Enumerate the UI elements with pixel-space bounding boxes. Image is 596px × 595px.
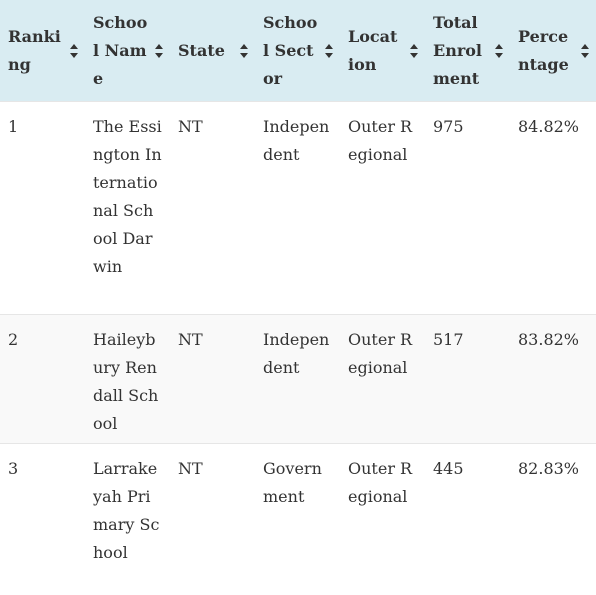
sort-icon[interactable]	[324, 43, 334, 59]
column-header-label: Total Enrolment	[433, 13, 482, 88]
table-header: Ranking School Name State School Sector …	[0, 0, 596, 102]
table-row: 3 Larrakeyah Primary School NT Governmen…	[0, 444, 596, 595]
cell-location: Outer Regional	[340, 315, 425, 444]
column-header-percentage[interactable]: Percentage	[510, 0, 596, 102]
cell-school-sector: Government	[255, 444, 340, 595]
column-header-label: Percentage	[518, 27, 569, 74]
table-row: 2 Haileybury Rendall School NT Independe…	[0, 315, 596, 444]
cell-school-name: The Essington International School Darwi…	[85, 102, 170, 315]
column-header-label: School Name	[93, 13, 147, 88]
column-header-total-enrolment[interactable]: Total Enrolment	[425, 0, 510, 102]
column-header-label: Location	[348, 27, 397, 74]
column-header-ranking[interactable]: Ranking	[0, 0, 85, 102]
cell-location: Outer Regional	[340, 444, 425, 595]
table-body: 1 The Essington International School Dar…	[0, 102, 596, 595]
cell-school-sector: Independent	[255, 102, 340, 315]
cell-percentage: 82.83%	[510, 444, 596, 595]
cell-total-enrolment: 975	[425, 102, 510, 315]
cell-total-enrolment: 445	[425, 444, 510, 595]
cell-percentage: 84.82%	[510, 102, 596, 315]
cell-state: NT	[170, 102, 255, 315]
cell-ranking: 2	[0, 315, 85, 444]
column-header-label: Ranking	[8, 27, 61, 74]
cell-ranking: 1	[0, 102, 85, 315]
cell-state: NT	[170, 444, 255, 595]
column-header-label: State	[178, 41, 225, 60]
column-header-location[interactable]: Location	[340, 0, 425, 102]
sort-icon[interactable]	[580, 43, 590, 59]
sort-icon[interactable]	[409, 43, 419, 59]
cell-location: Outer Regional	[340, 102, 425, 315]
column-header-state[interactable]: State	[170, 0, 255, 102]
cell-ranking: 3	[0, 444, 85, 595]
column-header-label: School Sector	[263, 13, 317, 88]
table-row: 1 The Essington International School Dar…	[0, 102, 596, 315]
sort-icon[interactable]	[69, 43, 79, 59]
sort-icon[interactable]	[154, 43, 164, 59]
sort-icon[interactable]	[239, 43, 249, 59]
sort-icon[interactable]	[494, 43, 504, 59]
column-header-school-name[interactable]: School Name	[85, 0, 170, 102]
cell-state: NT	[170, 315, 255, 444]
cell-percentage: 83.82%	[510, 315, 596, 444]
column-header-school-sector[interactable]: School Sector	[255, 0, 340, 102]
cell-school-name: Haileybury Rendall School	[85, 315, 170, 444]
header-row: Ranking School Name State School Sector …	[0, 0, 596, 102]
cell-school-sector: Independent	[255, 315, 340, 444]
cell-school-name: Larrakeyah Primary School	[85, 444, 170, 595]
cell-total-enrolment: 517	[425, 315, 510, 444]
